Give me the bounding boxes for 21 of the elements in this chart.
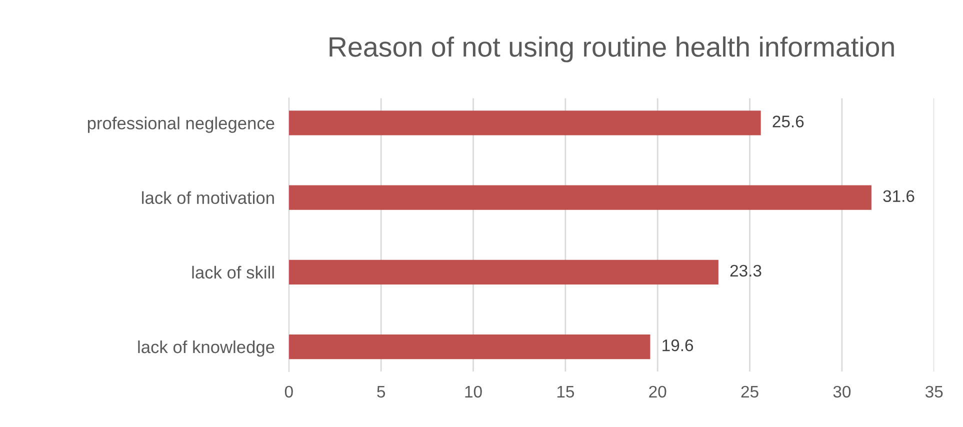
x-tick-label: 0 xyxy=(284,386,293,398)
y-tick-label: lack of motivation xyxy=(142,191,274,204)
data-label: 23.3 xyxy=(730,264,762,277)
bar xyxy=(288,110,761,136)
bar xyxy=(288,334,650,360)
y-tick-label: lack of knowledge xyxy=(138,340,274,357)
x-tick-label: 25 xyxy=(741,386,758,398)
bar xyxy=(288,260,718,284)
y-tick-label: lack of skill xyxy=(192,266,274,279)
x-tick-label: 15 xyxy=(557,386,574,398)
chart-title: Reason of not using routine health information xyxy=(330,36,894,62)
x-tick-label: 35 xyxy=(925,386,943,398)
x-tick-label: 20 xyxy=(649,386,666,398)
y-tick-label: professional neglegence xyxy=(88,116,274,133)
data-label: 25.6 xyxy=(772,116,804,128)
data-label: 19.6 xyxy=(662,339,694,352)
x-tick-label: 5 xyxy=(377,386,386,398)
x-tick-label: 10 xyxy=(465,386,482,398)
x-tick-label: 30 xyxy=(833,386,851,398)
data-label: 31.6 xyxy=(883,190,914,202)
bar xyxy=(288,185,872,210)
